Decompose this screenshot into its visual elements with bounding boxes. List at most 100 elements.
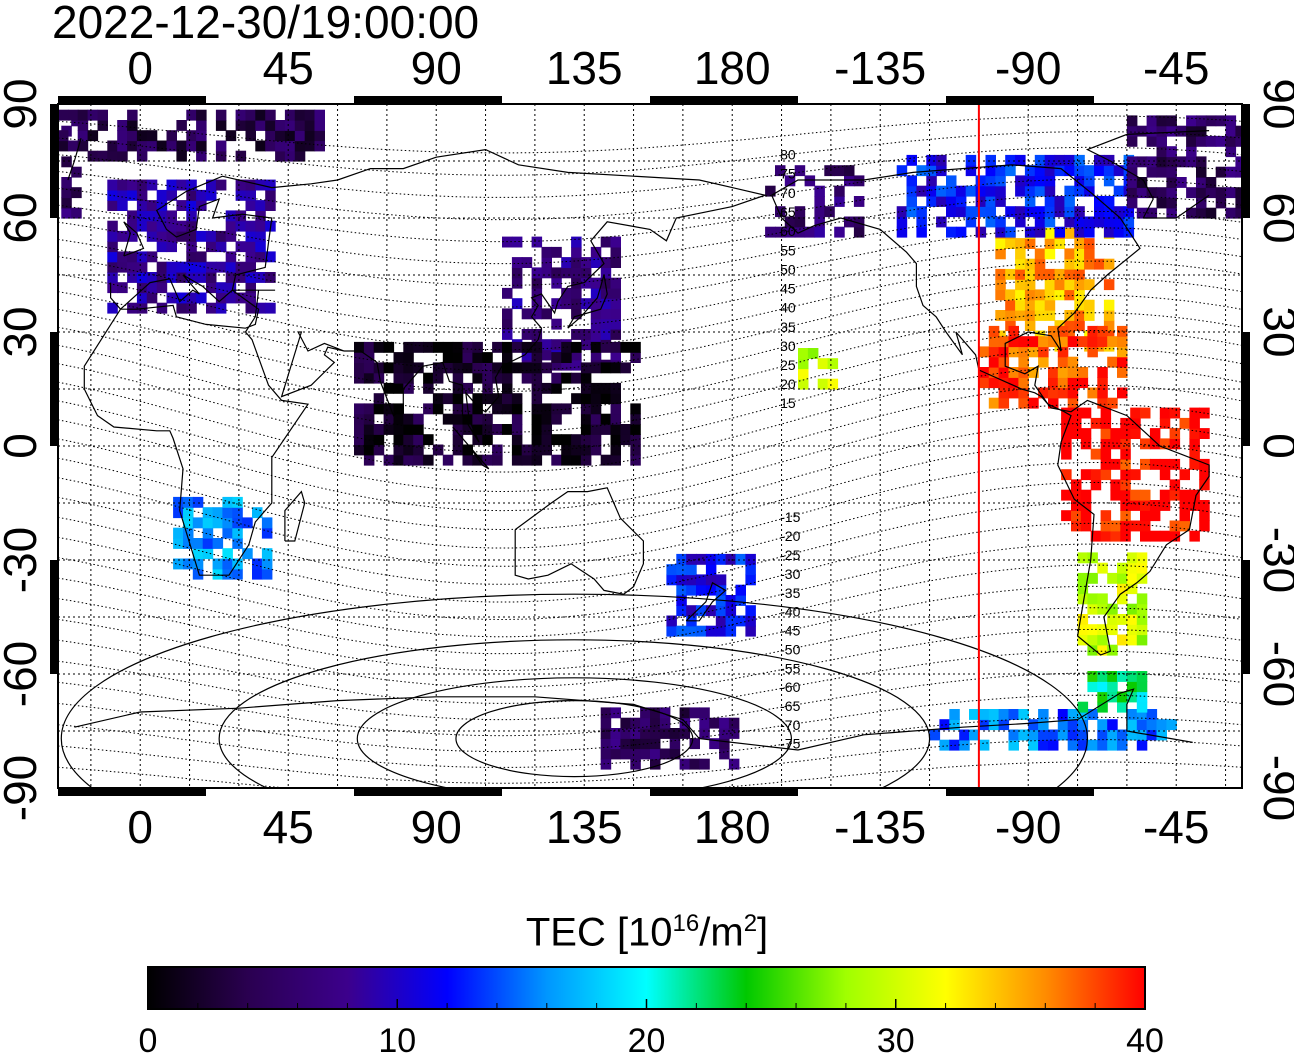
magnetic-contour	[58, 422, 1242, 531]
tec-map: 80 75 70 65 60 55 50 45 40 35 30 25 20 15 -15 -20 -25 -30…	[0, 42, 1294, 853]
lon-tick-label-top: 135	[546, 42, 623, 94]
colorbar: 0 10 20 30 40	[139, 966, 1164, 1057]
lat-tick-label-right: -60	[1254, 641, 1294, 707]
tec-region	[58, 109, 325, 162]
frame-bars	[50, 96, 1250, 796]
lat-tick-label-left: 60	[0, 192, 46, 243]
timestamp-title: 2022-12-30/19:00:00	[52, 0, 480, 48]
coastline	[83, 148, 768, 576]
contour-label: 50	[780, 261, 796, 277]
frame-bar-top	[650, 96, 798, 104]
magnetic-contours	[58, 115, 1242, 788]
contour-label: 15	[780, 395, 796, 411]
magnetic-contour	[58, 260, 1242, 351]
lon-tick-label-bottom: 90	[411, 801, 462, 853]
lat-tick-label-left: 90	[0, 78, 46, 129]
lat-tick-label-right: 30	[1254, 306, 1294, 357]
lon-tick-label-top: 180	[694, 42, 771, 94]
contour-label: -40	[780, 604, 800, 620]
contour-label: -35	[780, 585, 800, 601]
magnetic-contour	[58, 403, 1242, 512]
colorbar-tick-label: 10	[378, 1022, 416, 1057]
lon-tick-label-top: 0	[127, 42, 153, 94]
magnetic-contour	[58, 442, 1242, 549]
colorbar-tick-label: 40	[1126, 1022, 1164, 1057]
frame-bar-bottom	[354, 788, 502, 796]
contour-label: -30	[780, 566, 800, 582]
magnetic-contour	[58, 672, 1242, 737]
lat-tick-label-left: -30	[0, 527, 46, 593]
magnetic-contour	[58, 564, 1242, 655]
colorbar-tick-label: 20	[628, 1022, 666, 1057]
magnetic-pole-contour	[218, 639, 931, 788]
lon-tick-label-top: -135	[834, 42, 926, 94]
tec-region	[61, 115, 1242, 219]
magnetic-pole-contour	[455, 699, 694, 778]
frame-bar-top	[946, 96, 1094, 104]
magnetic-contour	[58, 543, 1242, 638]
coastline	[284, 490, 306, 542]
contour-label: 25	[780, 357, 796, 373]
coastline	[567, 274, 608, 329]
contour-label: -50	[780, 641, 800, 657]
contour-label: 55	[780, 242, 796, 258]
contour-label: 30	[780, 338, 796, 354]
lat-tick-label-right: 60	[1254, 192, 1294, 243]
frame-bar-left	[50, 104, 58, 218]
grid	[58, 104, 1242, 788]
lat-tick-label-left: 0	[0, 433, 46, 459]
magnetic-contour	[58, 162, 1242, 221]
axis-labels: 0045459090135135180180-135-135-90-90-45-…	[0, 42, 1294, 853]
lon-tick-label-top: 90	[411, 42, 462, 94]
lon-tick-label-bottom: 45	[263, 801, 314, 853]
magnetic-contour	[58, 227, 1242, 308]
lon-tick-label-top: -45	[1143, 42, 1209, 94]
contour-label: 60	[780, 223, 796, 239]
colorbar-tick-label: 30	[877, 1022, 915, 1057]
lon-tick-label-bottom: -135	[834, 801, 926, 853]
coastline	[514, 487, 644, 595]
frame-bar-top	[354, 96, 502, 104]
magnetic-contour	[58, 585, 1242, 672]
tec-region	[1077, 671, 1148, 713]
magnetic-contour	[58, 294, 1242, 393]
frame-bar-right	[1242, 104, 1250, 218]
lat-tick-label-left: -60	[0, 641, 46, 707]
coastline	[452, 426, 490, 470]
frame-bar-bottom	[650, 788, 798, 796]
frame-bar-left	[50, 560, 58, 674]
magnetic-contour	[58, 277, 1242, 372]
lon-tick-label-bottom: -90	[995, 801, 1061, 853]
tec-region	[1077, 552, 1148, 656]
magnetic-contour	[58, 522, 1242, 621]
magnetic-pole-contour	[356, 677, 792, 788]
contour-label: -45	[780, 623, 800, 639]
contour-label: 65	[780, 204, 796, 220]
contour-label: -20	[780, 528, 800, 544]
tec-region	[666, 553, 756, 637]
colorbar-title: TEC [1016/m2]	[525, 910, 769, 955]
magnetic-contour	[58, 178, 1242, 243]
lon-tick-label-top: -90	[995, 42, 1061, 94]
frame-bar-left	[50, 332, 58, 446]
magnetic-contour	[58, 694, 1242, 753]
contour-label: 40	[780, 300, 796, 316]
magnetic-contour	[58, 194, 1242, 265]
magnetic-contour	[58, 115, 1242, 154]
lat-tick-label-right: -90	[1254, 755, 1294, 821]
contour-label: -15	[780, 509, 800, 525]
magnetic-contour	[58, 384, 1242, 493]
contour-label: -65	[780, 698, 800, 714]
contour-label: -25	[780, 547, 800, 563]
frame-bar-right	[1242, 560, 1250, 674]
frame-bar-right	[1242, 332, 1250, 446]
contour-label: 70	[780, 185, 796, 201]
contour-label: 80	[780, 147, 796, 163]
lon-tick-label-bottom: 135	[546, 801, 623, 853]
tec-region	[354, 341, 641, 466]
tec-region	[600, 707, 740, 770]
contour-label: -55	[780, 660, 800, 676]
contour-label: 45	[780, 281, 796, 297]
frame-bar-top	[58, 96, 206, 104]
lat-tick-label-left: 30	[0, 306, 46, 357]
